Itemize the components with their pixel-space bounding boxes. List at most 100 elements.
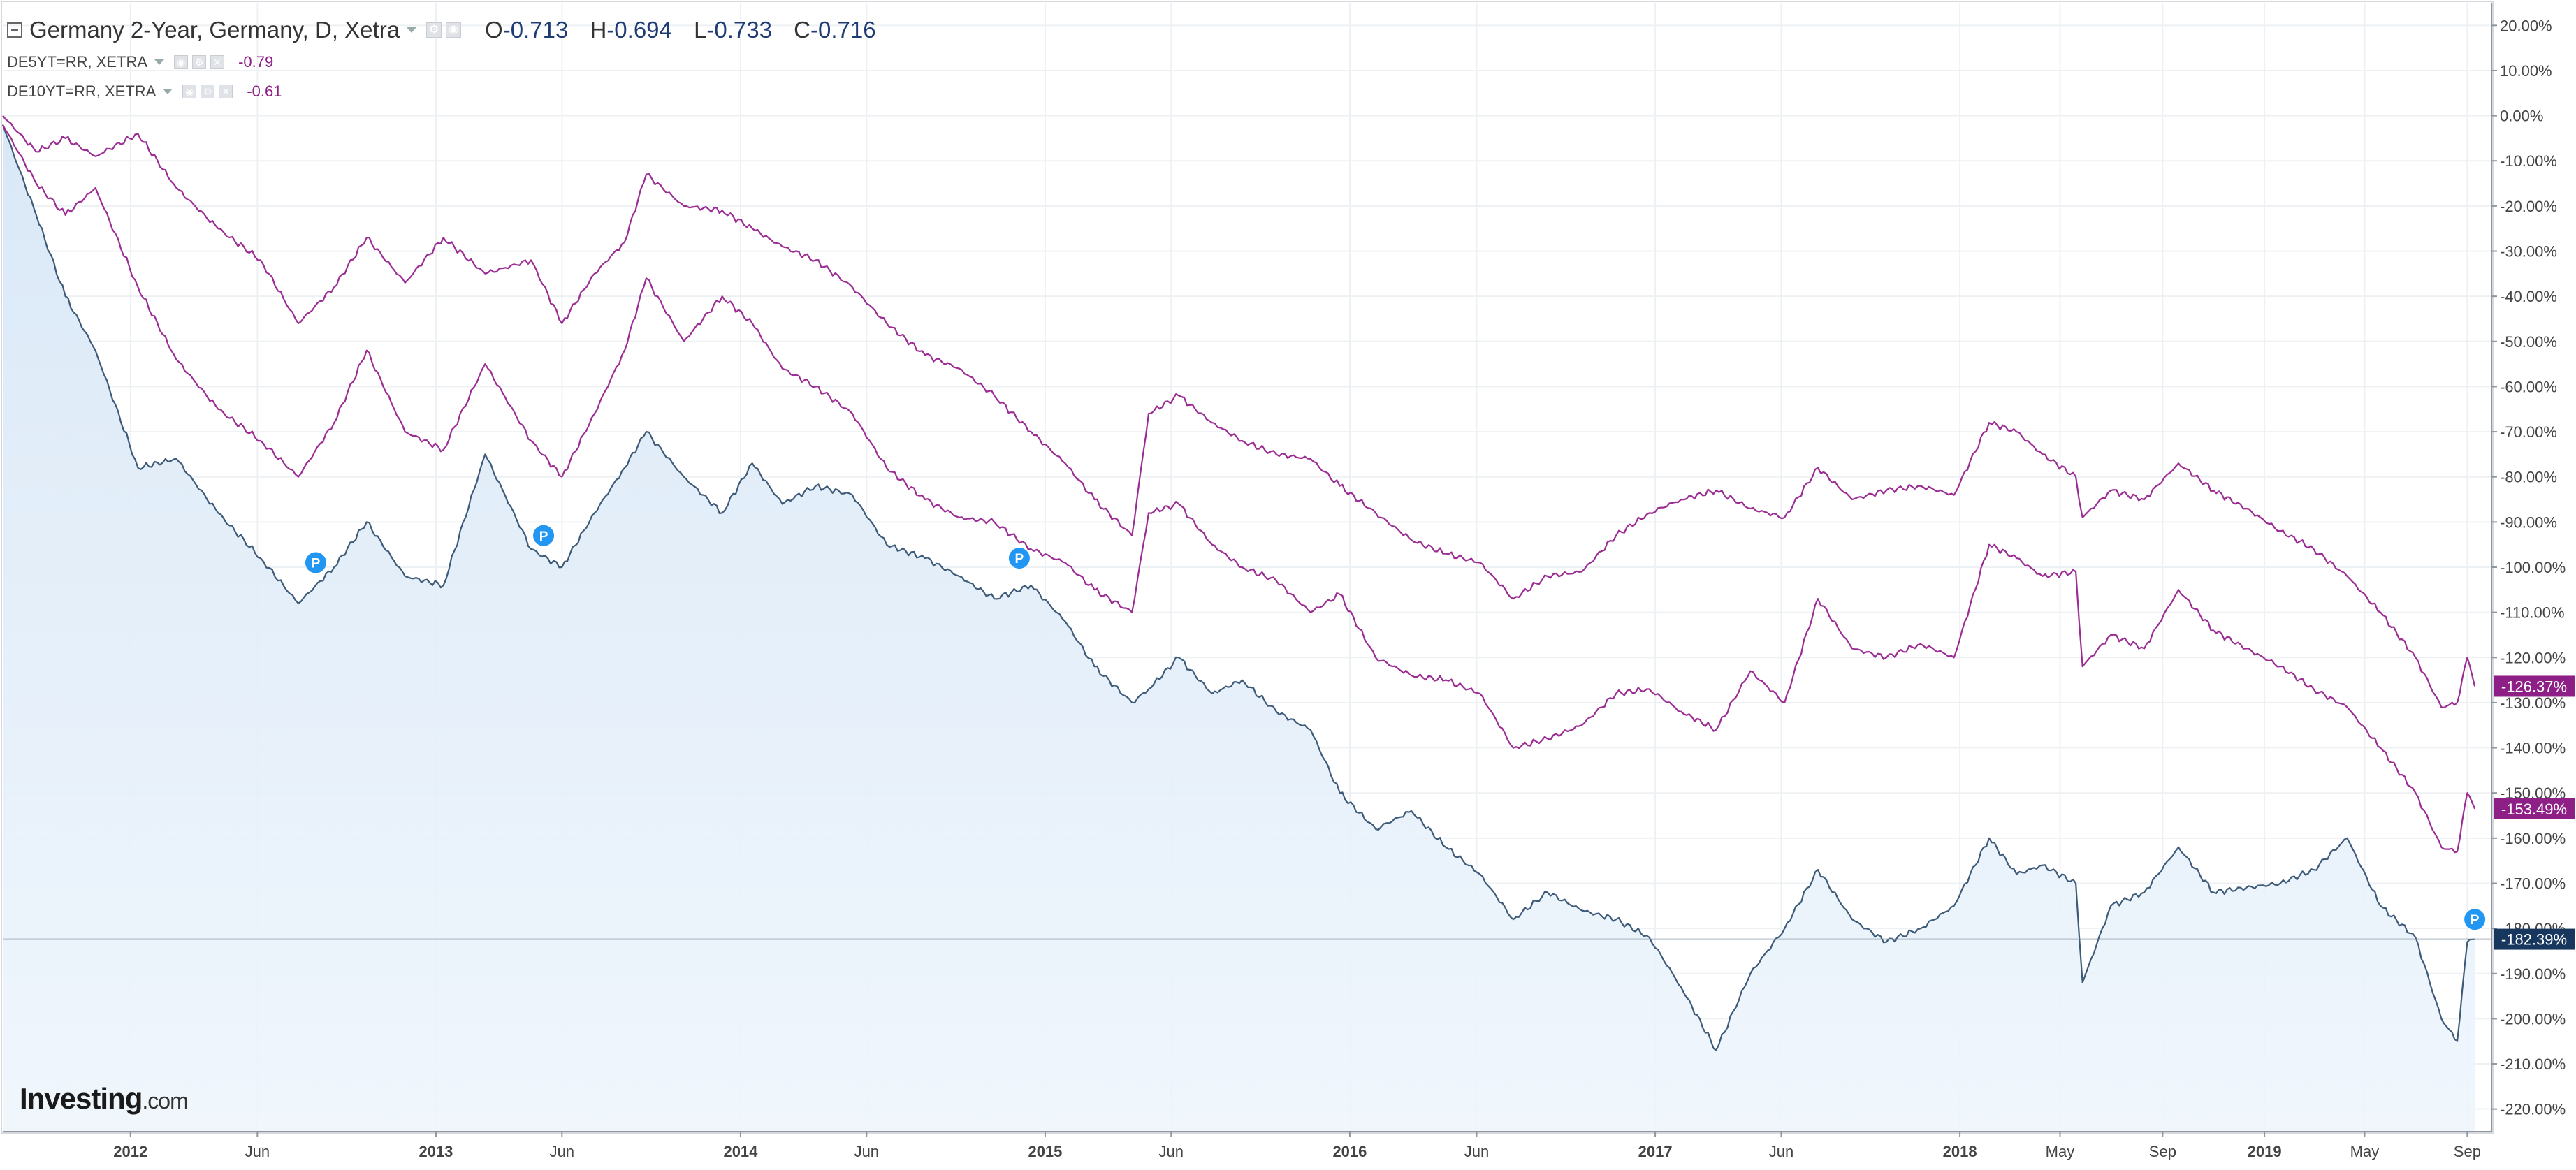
last-value-label: -126.37% <box>2501 678 2567 695</box>
eye-icon[interactable]: ◉ <box>446 22 462 38</box>
ohlc-close-value: -0.716 <box>810 17 876 43</box>
gear-icon[interactable]: ⚙ <box>201 85 215 98</box>
eye-icon[interactable]: ◉ <box>174 55 189 69</box>
x-tick-label: 2015 <box>1028 1143 1062 1160</box>
de5yt-name: DE5YT=RR, XETRA <box>7 53 148 71</box>
close-icon[interactable]: ✕ <box>210 55 225 69</box>
y-tick-label: -30.00% <box>2500 243 2557 261</box>
x-tick-label: 2018 <box>1943 1143 1977 1160</box>
logo-main-text: Investing <box>20 1082 142 1115</box>
p-marker-icon[interactable]: P <box>533 525 555 546</box>
last-value-badge <box>2494 928 2575 950</box>
p-marker-circle[interactable] <box>305 552 326 573</box>
caret-down-icon[interactable] <box>407 27 417 33</box>
y-tick-label: -210.00% <box>2500 1055 2566 1073</box>
y-tick-label: -120.00% <box>2500 649 2566 666</box>
y-tick-label: 20.00% <box>2500 17 2552 34</box>
investing-logo: Investing.com <box>20 1082 189 1115</box>
de10yt-value: -0.61 <box>247 82 282 100</box>
y-tick-label: -60.00% <box>2500 378 2557 395</box>
y-tick-label: -130.00% <box>2500 694 2566 712</box>
ohlc-high-value: -0.694 <box>606 17 672 43</box>
y-tick-label: -10.00% <box>2500 152 2557 170</box>
y-tick-label: -70.00% <box>2500 423 2557 441</box>
minus-box-icon[interactable] <box>7 22 22 38</box>
p-marker-label: P <box>2471 913 2480 928</box>
germany-2y-area-fill <box>3 124 2475 1132</box>
last-value-label: -182.39% <box>2501 931 2567 949</box>
last-value-badge <box>2494 675 2575 697</box>
p-marker-label: P <box>1015 552 1024 566</box>
p-marker-icon[interactable]: P <box>305 552 326 573</box>
ohlc-low-value: -0.733 <box>706 17 772 43</box>
close-icon[interactable]: ✕ <box>219 85 233 98</box>
de5yt-line[interactable] <box>2 124 2476 854</box>
y-tick-label: -100.00% <box>2500 559 2566 576</box>
y-tick-label: -170.00% <box>2500 875 2566 892</box>
x-tick-label: 2019 <box>2248 1143 2282 1160</box>
x-tick-label: 2012 <box>113 1143 147 1160</box>
x-tick-label: May <box>2350 1143 2380 1160</box>
p-marker-icon[interactable]: P <box>2464 909 2486 930</box>
x-tick-label: Jun <box>1159 1143 1184 1160</box>
main-series-title: Germany 2-Year, Germany, D, Xetra <box>29 17 400 43</box>
x-axis: 2012 Jun 2013 Jun 2014 Jun 2015 Jun 2016 Jun 2017 J… <box>3 1131 2491 1160</box>
ohlc-close-label: C <box>794 17 811 43</box>
legend: Germany 2-Year, Germany, D, Xetra ⚙ ◉ O-… <box>7 13 892 106</box>
svg-text:Investing.com: Investing.com <box>20 1082 188 1115</box>
de10yt-line[interactable] <box>2 115 2476 708</box>
y-tick-label: -40.00% <box>2500 288 2557 305</box>
ohlc-values: O-0.713 H-0.694 L-0.733 C-0.716 <box>485 17 892 43</box>
overlay-layer: P P P P <box>3 525 2491 940</box>
y-tick-label: 0.00% <box>2500 108 2543 125</box>
x-tick-label: 2016 <box>1332 1143 1367 1160</box>
gear-icon[interactable]: ⚙ <box>426 22 442 38</box>
legend-main-row: Germany 2-Year, Germany, D, Xetra ⚙ ◉ O-… <box>7 13 892 47</box>
gear-icon[interactable]: ⚙ <box>192 55 207 69</box>
y-tick-label: -90.00% <box>2500 513 2557 531</box>
x-tick-label: Sep <box>2454 1143 2481 1160</box>
x-tick-label: 2014 <box>723 1143 758 1160</box>
y-tick-label: -110.00% <box>2500 604 2565 622</box>
y-axis: 20.00% 10.00% 0.00% -10.00% -20.00% -30.00% -4… <box>2491 3 2575 1132</box>
x-tick-label: 2013 <box>419 1143 453 1160</box>
p-marker-icon[interactable]: P <box>1008 548 1030 569</box>
ohlc-low-label: L <box>694 17 707 43</box>
y-tick-label: -190.00% <box>2500 965 2566 983</box>
x-tick-label: Jun <box>1769 1143 1793 1160</box>
y-tick-label: 10.00% <box>2500 62 2552 80</box>
p-marker-circle[interactable] <box>533 525 555 546</box>
y-tick-label: -20.00% <box>2500 198 2557 215</box>
de5yt-value: -0.79 <box>238 53 274 71</box>
ohlc-open-label: O <box>485 17 503 43</box>
eye-icon[interactable]: ◉ <box>182 85 197 98</box>
y-tick-label: -220.00% <box>2500 1101 2566 1118</box>
x-tick-label: May <box>2046 1143 2075 1160</box>
y-tick-label: -140.00% <box>2500 740 2566 757</box>
x-tick-label: Sep <box>2149 1143 2176 1160</box>
y-tick-label: -80.00% <box>2500 469 2557 486</box>
p-marker-circle[interactable] <box>1008 548 1030 569</box>
x-tick-label: Jun <box>550 1143 574 1160</box>
legend-row-de5yt: DE5YT=RR, XETRA ◉ ⚙ ✕ -0.79 <box>7 47 892 77</box>
caret-down-icon[interactable] <box>154 59 165 65</box>
legend-row-de10yt: DE10YT=RR, XETRA ◉ ⚙ ✕ -0.61 <box>7 77 892 106</box>
last-value-label: -153.49% <box>2501 800 2567 818</box>
de10yt-name: DE10YT=RR, XETRA <box>7 82 157 100</box>
p-marker-label: P <box>312 557 321 571</box>
series-layer <box>1 115 2476 1132</box>
x-tick-label: Jun <box>245 1143 270 1160</box>
logo-suffix-text: .com <box>142 1088 187 1113</box>
p-marker-circle[interactable] <box>2464 909 2486 930</box>
germany-2y-line[interactable] <box>1 124 2475 1051</box>
y-tick-label: -50.00% <box>2500 333 2557 351</box>
x-tick-label: Jun <box>854 1143 879 1160</box>
x-tick-label: Jun <box>1464 1143 1489 1160</box>
ohlc-open-value: -0.713 <box>502 17 569 43</box>
x-tick-label: 2017 <box>1638 1143 1673 1160</box>
last-value-badge <box>2494 798 2575 819</box>
caret-down-icon[interactable] <box>163 89 173 94</box>
y-tick-label: -200.00% <box>2500 1010 2566 1028</box>
